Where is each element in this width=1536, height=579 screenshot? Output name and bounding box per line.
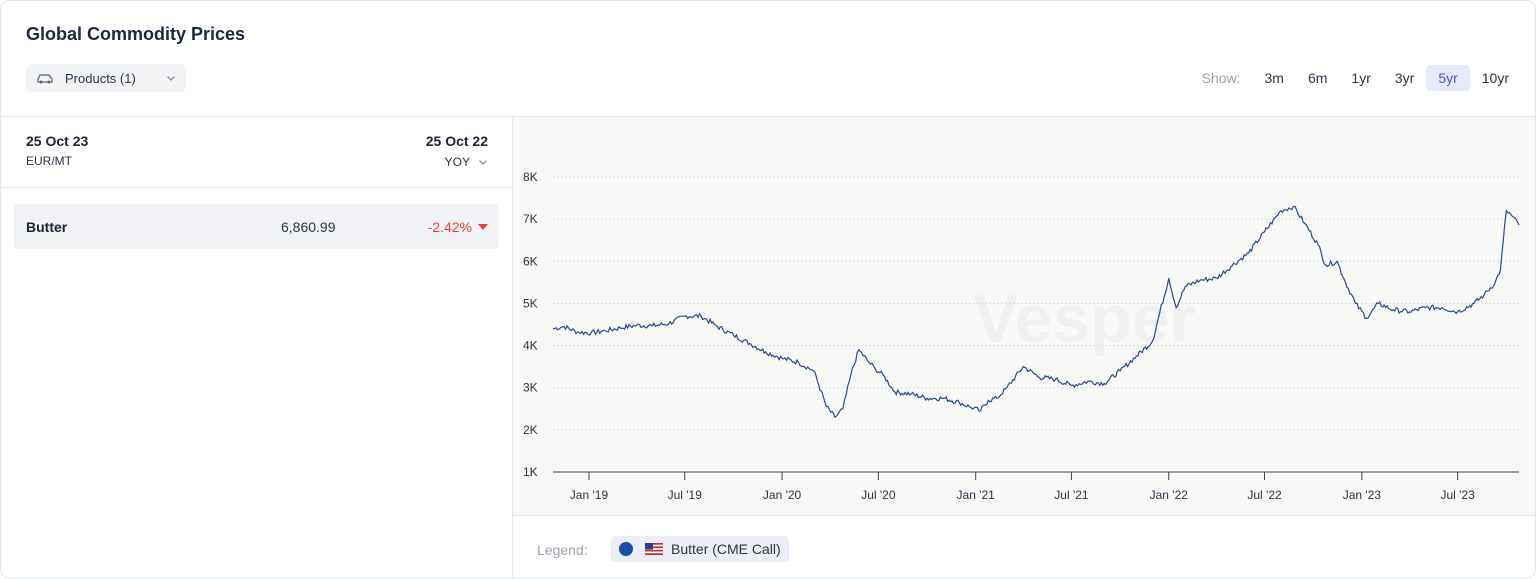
unit-label: EUR/MT: [26, 154, 72, 168]
x-tick-label: Jan '19: [570, 488, 609, 502]
compare-mode-label: YOY: [444, 155, 470, 169]
range-10yr[interactable]: 10yr: [1481, 70, 1509, 86]
y-tick-label: 4K: [523, 339, 538, 353]
page-title: Global Commodity Prices: [26, 24, 246, 44]
us-flag-icon: [645, 543, 663, 555]
price-change: -2.42%: [427, 219, 472, 235]
x-tick-label: Jan '22: [1150, 488, 1189, 502]
range-3yr[interactable]: 3yr: [1394, 70, 1415, 86]
pane-divider: [512, 117, 513, 578]
compare-date: 25 Oct 22: [425, 133, 488, 149]
y-tick-label: 6K: [523, 254, 538, 268]
range-selector: Show: 3m 6m 1yr 3yr 5yr 10yr: [1202, 65, 1521, 91]
range-1yr[interactable]: 1yr: [1351, 70, 1371, 86]
legend-item-label: Butter (CME Call): [671, 541, 781, 557]
y-tick-label: 2K: [523, 423, 538, 437]
compare-mode-dropdown[interactable]: YOY: [445, 155, 488, 169]
chevron-down-icon: [167, 76, 175, 81]
x-tick-label: Jan '23: [1343, 488, 1382, 502]
caret-down-icon: [478, 224, 488, 230]
x-tick-label: Jul '23: [1440, 488, 1475, 502]
series-color-dot: [619, 542, 633, 556]
current-date: 25 Oct 23: [26, 133, 89, 149]
x-tick-label: Jul '20: [861, 488, 896, 502]
price-table-header: 25 Oct 23 EUR/MT 25 Oct 22 YOY: [1, 117, 512, 188]
x-tick-label: Jan '21: [957, 488, 996, 502]
commodity-name: Butter: [26, 219, 68, 235]
header-divider: [1, 116, 1535, 117]
x-tick-label: Jan '20: [763, 488, 802, 502]
legend-bar: Legend: Butter (CME Call): [513, 515, 1535, 578]
commodity-price: 6,860.99: [281, 219, 336, 235]
table-row[interactable]: Butter 6,860.99 -2.42%: [14, 204, 499, 249]
x-tick-label: Jul '21: [1054, 488, 1089, 502]
y-tick-label: 3K: [523, 381, 538, 395]
x-tick-label: Jul '19: [668, 488, 703, 502]
y-tick-label: 1K: [523, 465, 538, 479]
chart-area: Vesper 1K 2K 3K 4K 5K 6K 7K 8K Jan '19 Jul '19 Ja…: [513, 117, 1535, 515]
chevron-down-icon: [479, 160, 487, 165]
products-dropdown[interactable]: Products (1): [26, 64, 186, 92]
range-5yr[interactable]: 5yr: [1426, 65, 1470, 91]
legend-item[interactable]: Butter (CME Call): [611, 536, 789, 562]
legend-label: Legend:: [537, 542, 588, 558]
show-label: Show:: [1201, 70, 1241, 86]
range-6m[interactable]: 6m: [1307, 70, 1328, 86]
x-tick-label: Jul '22: [1247, 488, 1282, 502]
range-3m[interactable]: 3m: [1264, 70, 1284, 86]
y-tick-label: 8K: [523, 170, 538, 184]
y-tick-label: 5K: [523, 296, 538, 310]
car-icon: [37, 74, 53, 84]
products-dropdown-label: Products (1): [65, 70, 136, 86]
series-line-butter: [552, 205, 1520, 419]
y-tick-label: 7K: [523, 212, 538, 226]
